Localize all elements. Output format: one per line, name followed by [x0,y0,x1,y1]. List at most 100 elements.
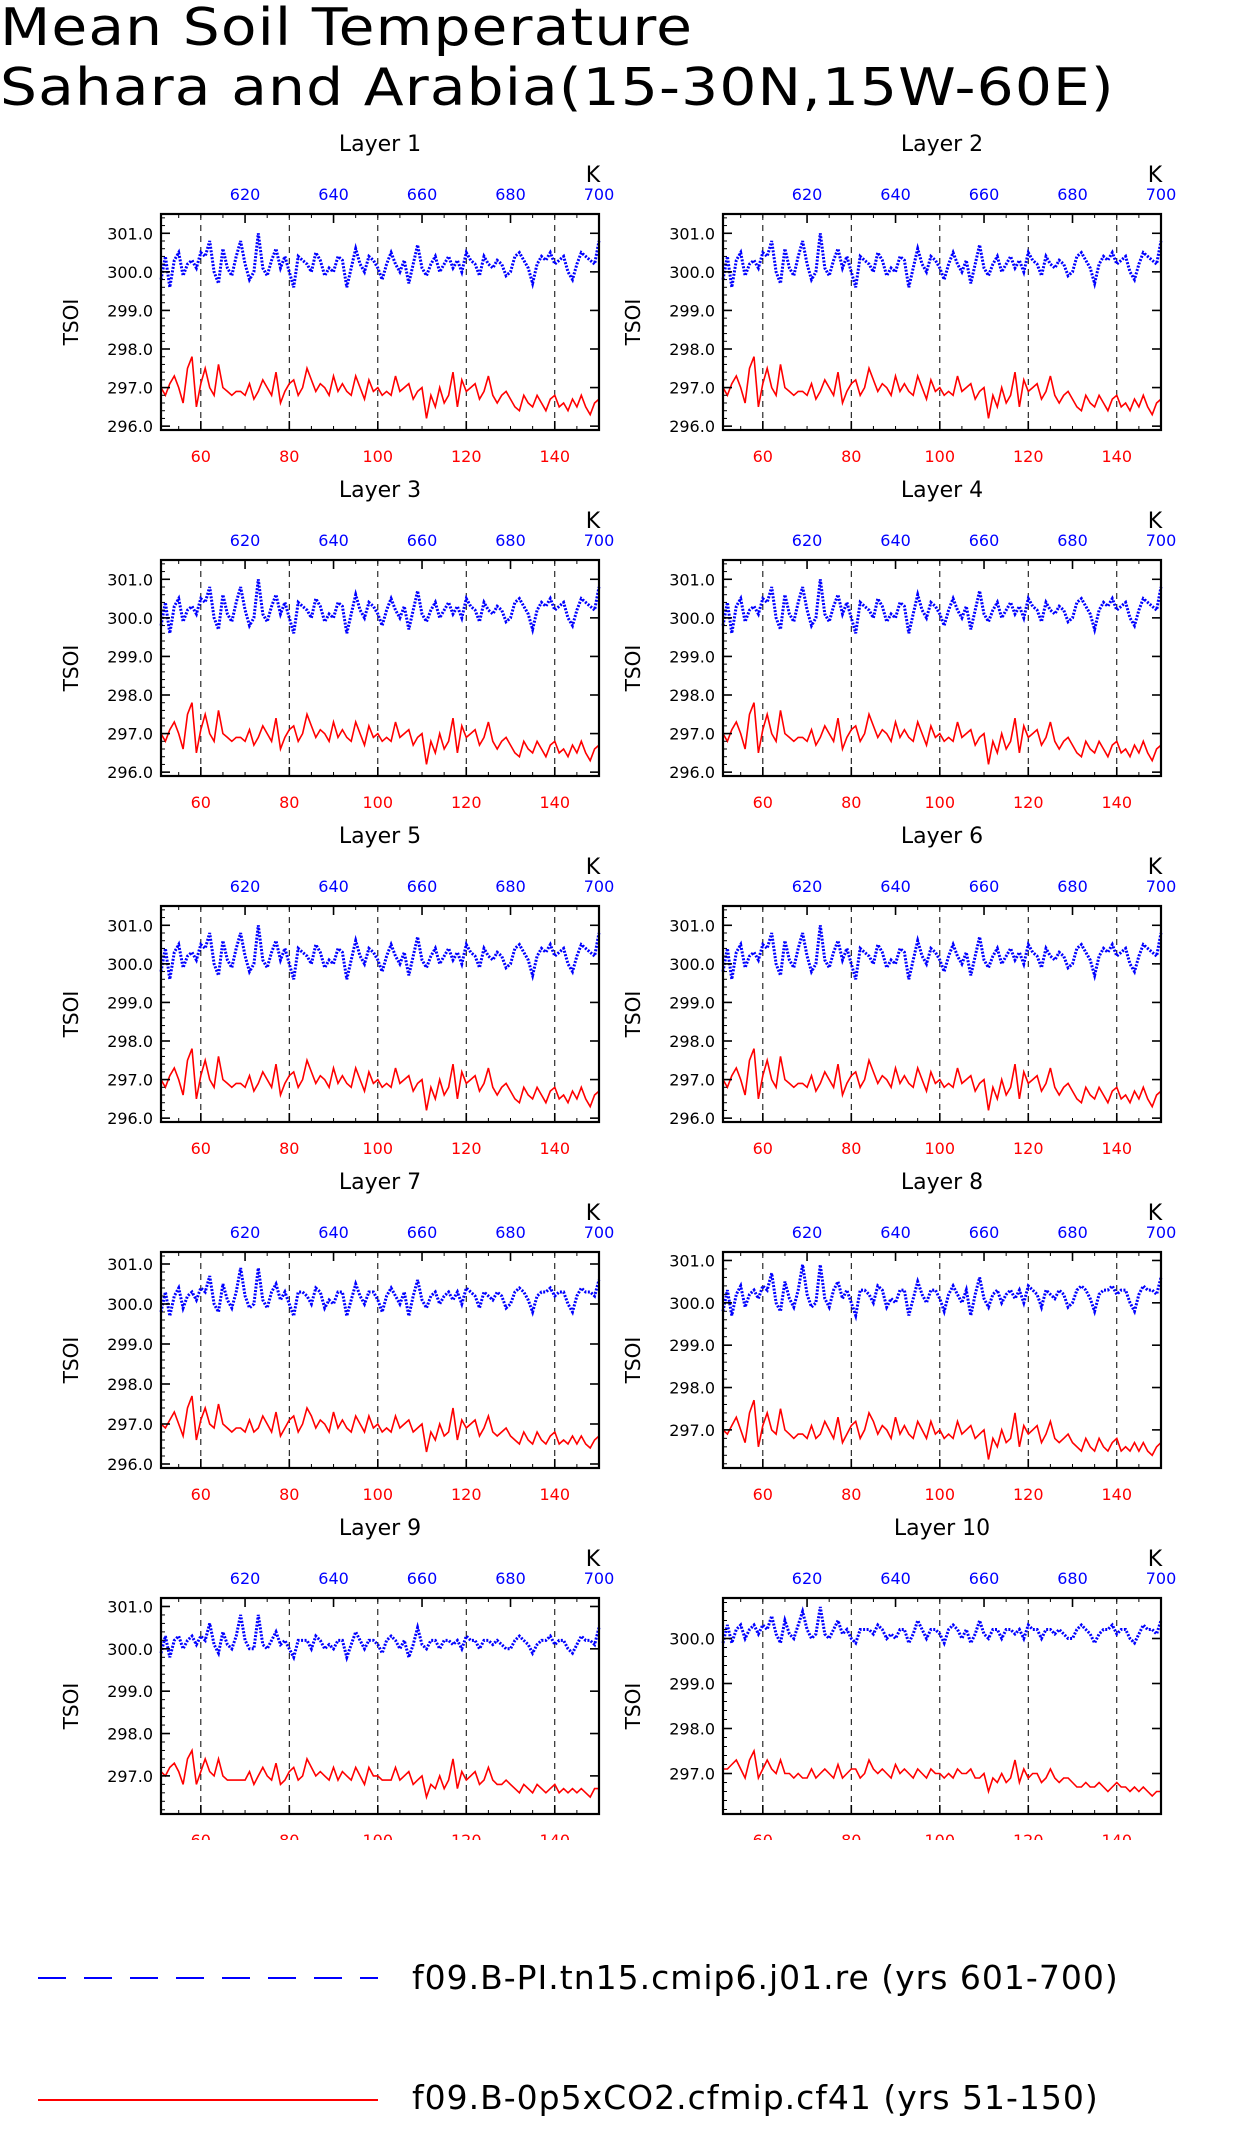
y-tick-label: 298.0 [107,1725,153,1744]
x-tick-label-bottom: 100 [363,447,394,466]
panel-4: Layer 4 296.0 297.0 298.0 299.0 300.0 301.0 60 8… [621,478,1176,812]
red-series-line [160,1048,600,1111]
plot-frame [159,904,601,1124]
x-tick-label-top: 660 [407,185,438,204]
y-tick-label: 299.0 [669,301,715,320]
x-tick-label-bottom: 120 [1013,793,1044,812]
x-tick-label-top: 640 [880,185,911,204]
x-tick-label-bottom: 100 [363,793,394,812]
y-tick-label: 296.0 [107,1109,153,1128]
y-tick-label: 298.0 [669,1032,715,1051]
x-tick-label-top: 660 [969,531,1000,550]
x-tick-label-bottom: 140 [1101,793,1132,812]
x-tick-label-top: 640 [318,1223,349,1242]
x-tick-label-bottom: 80 [841,1485,861,1504]
red-series-line [160,1747,599,1801]
y-tick-label: 299.0 [107,993,153,1012]
panel-6: Layer 6 296.0 297.0 298.0 299.0 300.0 301.0 60 8… [621,824,1176,1158]
x-tick-label-top: 660 [407,877,438,896]
y-tick-label: 300.0 [107,955,153,974]
y-tick-label: 301.0 [669,570,715,589]
x-tick-label-bottom: 80 [279,793,299,812]
y-axis-label: TSOI [621,299,645,347]
x-tick-label-top: 620 [792,531,823,550]
y-tick-label: 297.0 [107,1415,153,1434]
x-tick-label-bottom: 80 [279,1831,299,1840]
legend-swatch-blue [38,1977,378,1979]
x-tick-label-top: 620 [230,531,261,550]
x-tick-label-top: 680 [495,877,526,896]
legend-entry-red: f09.B-0p5xCO2.cfmip.cf41 (yrs 51-150) [0,2078,1240,2152]
x-tick-label-bottom: 60 [191,1831,211,1840]
x-tick-label-top: 680 [495,185,526,204]
x-tick-label-top: 680 [1057,877,1088,896]
legend-label-red: f09.B-0p5xCO2.cfmip.cf41 (yrs 51-150) [412,2078,1099,2117]
panel-title: Layer 7 [339,1170,421,1195]
x-tick-label-bottom: 60 [191,1139,211,1158]
y-tick-label: 296.0 [107,763,153,782]
x-tick-label-bottom: 140 [539,1831,570,1840]
y-tick-label: 298.0 [107,1375,153,1394]
y-axis-label: TSOI [621,645,645,693]
x-tick-label-bottom: 100 [925,1831,956,1840]
x-tick-label-top: 620 [792,1223,823,1242]
x-tick-label-bottom: 60 [753,1139,773,1158]
chart-title-line-2: Sahara and Arabia(15-30N,15W-60E) [0,58,1115,118]
x-tick-label-bottom: 80 [279,447,299,466]
x-tick-label-top: 640 [880,1569,911,1588]
panel-title: Layer 9 [339,1516,421,1541]
x-tick-label-bottom: 60 [753,1831,773,1840]
plot-frame [159,558,601,778]
y-axis-label: TSOI [621,1683,645,1731]
x-tick-label-bottom: 140 [539,1139,570,1158]
x-tick-label-top: 660 [407,1223,438,1242]
x-tick-label-top: 620 [230,185,261,204]
y-tick-label: 301.0 [107,224,153,243]
top-axis-unit: K [586,855,601,880]
panel-title: Layer 4 [901,478,983,503]
panel-2: Layer 2 296.0 297.0 298.0 299.0 300.0 301.0 60 8… [621,132,1176,466]
panel-title: Layer 5 [339,824,421,849]
y-tick-label: 299.0 [107,1682,153,1701]
y-tick-label: 298.0 [669,340,715,359]
y-tick-label: 299.0 [669,993,715,1012]
x-tick-label-top: 700 [1146,1223,1177,1242]
plot-frame [721,1250,1163,1470]
blue-series-line [159,233,601,290]
blue-series-line [159,925,601,982]
y-axis-label: TSOI [621,1337,645,1385]
x-tick-label-top: 640 [880,1223,911,1242]
panel-3: Layer 3 296.0 297.0 298.0 299.0 300.0 301.0 60 8… [59,478,614,812]
x-tick-label-bottom: 60 [753,1485,773,1504]
x-tick-label-top: 700 [584,531,615,550]
blue-series-line [721,925,1163,982]
x-tick-label-bottom: 100 [363,1485,394,1504]
x-tick-label-bottom: 140 [539,447,570,466]
x-tick-label-top: 700 [1146,531,1177,550]
y-tick-label: 300.0 [107,609,153,628]
y-tick-label: 300.0 [669,1294,715,1313]
top-axis-unit: K [586,1201,601,1226]
y-tick-label: 301.0 [669,1251,715,1270]
plots-canvas: Layer 1 296.0 297.0 298.0 299.0 300.0 301.0 60 8… [59,132,1177,1840]
x-tick-label-top: 620 [792,877,823,896]
red-series-line [722,1399,1162,1460]
y-axis-label: TSOI [59,991,83,1039]
plot-frame [721,1596,1163,1816]
x-tick-label-top: 620 [792,1569,823,1588]
red-series-line [722,702,1162,765]
y-axis-label: TSOI [59,1337,83,1385]
y-axis-label: TSOI [59,645,83,693]
y-tick-label: 301.0 [669,916,715,935]
x-tick-label-top: 640 [880,877,911,896]
x-tick-label-top: 700 [1146,877,1177,896]
x-tick-label-bottom: 60 [191,793,211,812]
x-tick-label-bottom: 100 [363,1831,394,1840]
y-tick-label: 297.0 [669,1421,715,1440]
y-tick-label: 296.0 [669,763,715,782]
y-axis-label: TSOI [621,991,645,1039]
y-tick-label: 298.0 [107,686,153,705]
x-tick-label-bottom: 80 [841,1139,861,1158]
x-tick-label-top: 680 [495,1569,526,1588]
top-axis-unit: K [586,1547,601,1572]
